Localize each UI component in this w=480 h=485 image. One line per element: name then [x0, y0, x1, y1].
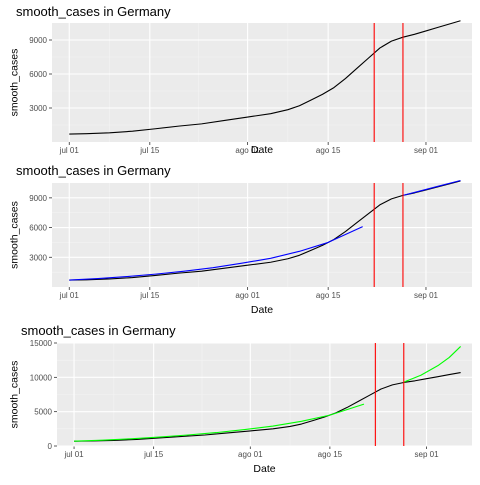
series-line-fit-blue-2: [69, 226, 363, 281]
x-tick-label: ago 01: [235, 146, 260, 155]
x-tick-label: ago 15: [318, 450, 343, 459]
chart-panel-3: jul 01 jul 15 ago 01 ago 15 sep 01 0 5000 10000…: [9, 323, 472, 475]
x-tick-label: ago 15: [316, 146, 341, 155]
chart-title: smooth_cases in Germany: [21, 323, 176, 338]
y-tick-label: 15000: [30, 339, 53, 348]
plot-panel-background: [52, 183, 472, 287]
series-line-fit-blue-3: [402, 179, 461, 196]
x-tick-label: ago 01: [235, 291, 260, 300]
y-axis-title: smooth_cases: [9, 361, 21, 429]
series-line-fit-green-3: [403, 346, 462, 383]
x-tick-label: ago 01: [238, 450, 263, 459]
y-tick-label: 10000: [30, 373, 53, 382]
y-tick-label: 5000: [34, 408, 52, 417]
x-tick-label: jul 15: [143, 450, 164, 459]
x-axis-title: Date: [251, 144, 273, 156]
y-tick-label: 9000: [29, 194, 47, 203]
y-tick-label: 6000: [29, 224, 47, 233]
x-tick-label: ago 15: [316, 291, 341, 300]
x-tick-label: sep 01: [415, 450, 440, 459]
x-tick-label: jul 15: [139, 291, 160, 300]
x-axis-title: Date: [251, 304, 273, 316]
y-tick-label: 3000: [29, 104, 47, 113]
x-tick-label: jul 01: [59, 291, 80, 300]
y-axis-title: smooth_cases: [9, 201, 21, 269]
plot-panel-background: [52, 23, 472, 142]
y-axis-title: smooth_cases: [9, 49, 21, 117]
y-tick-label: 6000: [29, 70, 47, 79]
y-tick-label: 9000: [29, 36, 47, 45]
y-tick-label: 0: [48, 442, 53, 451]
x-tick-label: sep 01: [414, 291, 439, 300]
chart-panel-2: jul 01 jul 15 ago 01 ago 15 sep 01 3000 6000 90…: [9, 163, 472, 316]
x-tick-label: jul 01: [63, 450, 84, 459]
series-line-fit-green-2: [74, 403, 365, 442]
chart-title: smooth_cases in Germany: [16, 4, 171, 19]
chart-panel-1: jul 01 jul 15 ago 01 ago 15 sep 01 3000 6000 90…: [9, 4, 472, 156]
series-line-observed-1: [69, 20, 461, 135]
chart-title: smooth_cases in Germany: [16, 163, 171, 178]
x-tick-label: jul 15: [139, 146, 160, 155]
x-tick-label: jul 01: [59, 146, 80, 155]
x-tick-label: sep 01: [414, 146, 439, 155]
series-line-observed-1: [74, 371, 461, 442]
y-tick-label: 3000: [29, 253, 47, 262]
x-axis-title: Date: [253, 463, 275, 475]
